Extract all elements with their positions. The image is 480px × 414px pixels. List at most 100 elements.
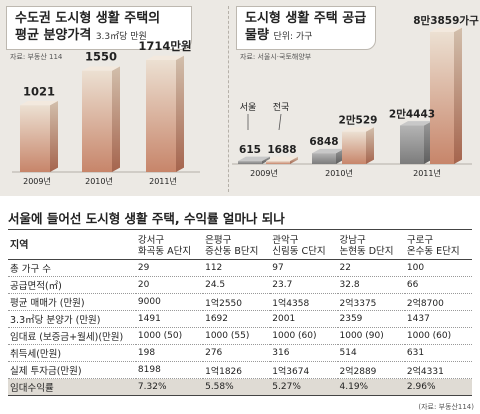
col-header-line: 신림동 C단지 (272, 245, 326, 257)
right-bar-nation-2 (342, 131, 366, 164)
row-label: 취득세(만원) (8, 344, 136, 362)
right-bar-seoul-3 (400, 125, 424, 164)
right-bar-seoul-1 (238, 161, 262, 164)
col-header-gwanak-text: 관악구 신림동 C단지 (272, 235, 325, 257)
table-cell: 1000 (60) (270, 327, 338, 345)
table-cell: 4.19% (337, 378, 405, 396)
left-bar-3-top (146, 55, 184, 60)
col-header-line: 증산동 B단지 (205, 245, 259, 257)
table-cell: 1692 (203, 310, 271, 328)
table-cell: 2359 (337, 310, 405, 328)
table-row: 취득세(만원) 198 276 316 514 631 (8, 344, 472, 362)
left-bar-label-2: 1550 (85, 50, 117, 64)
row-label: 임대수익률 (8, 378, 136, 396)
right-bar-nation-2-side (366, 127, 374, 164)
charts-svg: 1021 2009년 1550 2010년 1714만원 2011년 615 1688 200… (12, 14, 479, 186)
left-bar-3-side (176, 55, 184, 172)
table-row: 평균 매매가 (만원) 9000 1억2550 1억4358 2억3375 2억8700 (8, 293, 472, 311)
col-header-guro-text: 구로구 온수동 E단지 (407, 235, 460, 257)
col-header-guro: 구로구 온수동 E단지 (404, 232, 472, 260)
right-bar-nation-3 (430, 32, 454, 164)
left-x-tick-2: 2010년 (85, 176, 113, 186)
col-header-region: 지역 (8, 232, 136, 260)
right-chart-unit: 단위: 가구 (273, 32, 313, 42)
table-cell: 2001 (270, 310, 338, 328)
left-bar-label-3: 1714만원 (138, 39, 191, 53)
table-cell: 1억3674 (270, 361, 338, 379)
col-header-line: 논현동 D단지 (339, 245, 394, 257)
row-label: 3.3㎡당 분양가 (만원) (8, 310, 136, 328)
table-cell: 23.7 (270, 276, 338, 294)
table-row: 3.3㎡당 분양가 (만원) 1491 1692 2001 2359 1437 (8, 310, 472, 328)
table-cell: 1억2550 (203, 293, 271, 311)
right-bar-nation-label-3: 8만3859가구 (413, 14, 479, 27)
table-cell: 1000 (60) (404, 327, 472, 345)
left-bar-1-side (50, 100, 58, 172)
table-cell: 32.8 (337, 276, 405, 294)
table-top-rule (8, 229, 472, 230)
table-header-row: 지역 강서구 화곡동 A단지 은평구 증산동 B단지 관악구 신림동 C단지 강남구 논… (8, 232, 472, 260)
table-cell: 1억1826 (203, 361, 271, 379)
col-header-eunpyeong-text: 은평구 증산동 B단지 (205, 235, 258, 257)
table-cell: 29 (135, 259, 204, 277)
table-cell: 5.27% (270, 378, 338, 396)
legend-seoul-label: 서울 (240, 102, 257, 113)
table-cell: 1491 (135, 310, 204, 328)
right-bar-nation-3-top (430, 27, 462, 32)
table-row: 총 가구 수 29 112 97 22 100 (8, 259, 472, 277)
legend-nation-leader (278, 113, 282, 131)
col-header-gangnam-text: 강남구 논현동 D단지 (340, 235, 394, 257)
left-bar-1 (20, 105, 50, 172)
yield-table: 지역 강서구 화곡동 A단지 은평구 증산동 B단지 관악구 신림동 C단지 강남구 논… (8, 232, 472, 396)
right-bar-nation-1-top (266, 156, 298, 161)
table-cell: 198 (135, 344, 204, 362)
table-cell: 97 (270, 259, 338, 277)
left-bar-2-top (82, 66, 120, 71)
right-bar-seoul-label-2: 6848 (309, 136, 338, 148)
right-x-tick-2: 2010년 (325, 168, 353, 178)
col-header-line: 강서구 (137, 234, 165, 246)
table-row: 공급면적(㎡) 20 24.5 23.7 32.8 66 (8, 276, 472, 294)
right-bar-seoul-2-top (312, 148, 344, 154)
right-bar-nation-2-top (342, 127, 374, 132)
col-header-gwanak: 관악구 신림동 C단지 (270, 232, 338, 260)
right-chart-source: 자료: 서울시·국토해양부 (240, 53, 312, 61)
legend-nation-label: 전국 (273, 102, 290, 113)
row-label: 임대료 (보증금+월세)(만원) (8, 327, 136, 345)
right-x-tick-1: 2009년 (250, 168, 278, 178)
table-row: 임대료 (보증금+월세)(만원) 1000 (50) 1000 (55) 1000 (… (8, 327, 472, 345)
table-cell: 2억2889 (337, 361, 405, 379)
table-source: (자료: 부동산114) (418, 403, 474, 411)
right-bar-nation-label-2: 2만529 (339, 114, 378, 127)
left-bar-2-side (112, 66, 120, 172)
table-cell: 1437 (404, 310, 472, 328)
right-bar-seoul-label-1: 615 (239, 144, 261, 156)
right-bar-nation-1 (266, 161, 290, 164)
left-x-tick-3: 2011년 (149, 176, 177, 186)
right-bar-seoul-1-top (238, 156, 270, 161)
row-label: 평균 매매가 (만원) (8, 293, 136, 311)
right-bar-nation-1-side (290, 156, 298, 164)
right-bar-seoul-label-3: 2만4443 (389, 108, 435, 121)
left-bar-1-top (20, 100, 58, 106)
row-label: 실제 투자금(만원) (8, 361, 136, 379)
right-bar-seoul-1-side (262, 156, 270, 164)
col-header-line: 강남구 (339, 234, 366, 246)
table-cell: 20 (135, 276, 204, 294)
table-cell: 22 (337, 259, 405, 277)
table-cell: 2억4331 (404, 361, 472, 379)
left-bar-3 (146, 60, 176, 172)
table-cell: 2.96% (404, 378, 472, 396)
row-label: 총 가구 수 (8, 259, 136, 277)
table-cell: 1000 (55) (203, 327, 271, 345)
row-label: 공급면적(㎡) (8, 276, 136, 294)
table-cell: 2억3375 (337, 293, 405, 311)
col-header-line: 관악구 (272, 234, 299, 246)
table-cell: 514 (337, 344, 405, 362)
table-cell: 66 (404, 276, 472, 294)
left-x-tick-1: 2009년 (23, 176, 51, 186)
table-row: 실제 투자금(만원) 8198 1억1826 1억3674 2억2889 2억4331 (8, 361, 472, 379)
table-cell: 631 (404, 344, 472, 362)
left-chart-title-line2: 평균 분양가격 (15, 28, 92, 43)
table-cell: 24.5 (203, 276, 271, 294)
